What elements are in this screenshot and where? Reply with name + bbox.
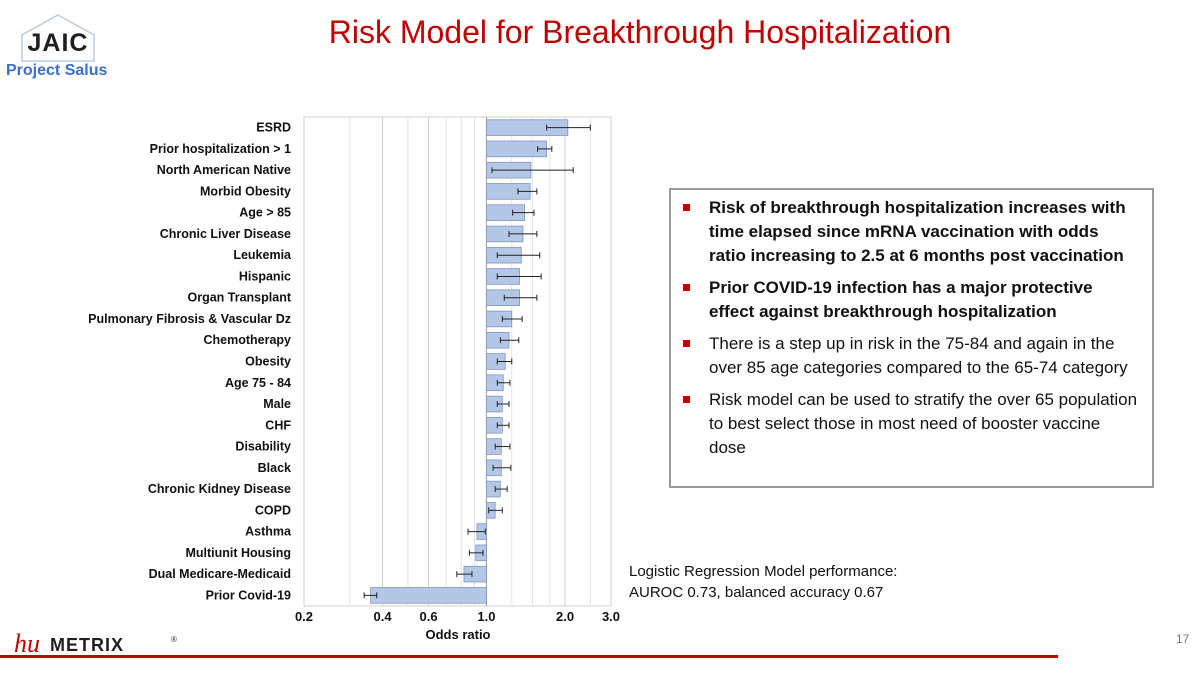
finding-item: Risk model can be used to stratify the o…	[681, 388, 1138, 460]
x-tick-label: 0.4	[374, 609, 393, 624]
category-label: Asthma	[245, 525, 292, 539]
model-performance-note: Logistic Regression Model performance: A…	[629, 561, 897, 603]
jaic-logo-text: JAIC	[28, 29, 89, 57]
x-tick-label: 0.6	[420, 609, 438, 624]
category-label: Disability	[235, 440, 291, 454]
project-label: Project Salus	[6, 62, 108, 79]
category-label: Morbid Obesity	[200, 184, 291, 198]
category-label: Dual Medicare-Medicaid	[149, 567, 291, 581]
error-bars	[363, 124, 591, 599]
finding-text: There is a step up in risk in the 75-84 …	[709, 334, 1128, 377]
slide-title: Risk Model for Breakthrough Hospitalizat…	[328, 14, 952, 50]
x-axis-label: Odds ratio	[425, 627, 490, 642]
performance-line-2: AUROC 0.73, balanced accuracy 0.67	[629, 584, 884, 601]
plot-area	[303, 116, 612, 607]
category-label: Age > 85	[239, 206, 291, 220]
x-tick-label: 3.0	[602, 609, 620, 624]
category-label: ESRD	[256, 121, 291, 135]
category-label: Black	[258, 461, 291, 475]
finding-text: Risk model can be used to stratify the o…	[709, 390, 1138, 457]
category-label: Prior Covid-19	[206, 588, 291, 602]
category-label: COPD	[255, 503, 291, 517]
bullet-square-icon	[683, 284, 690, 291]
category-label: CHF	[265, 418, 291, 432]
footer-rule	[0, 655, 1058, 658]
category-label: Multiunit Housing	[185, 546, 291, 560]
page-number: 17	[1176, 632, 1190, 646]
category-label: Chronic Kidney Disease	[148, 482, 291, 496]
humetrix-logo-hu: hu	[14, 632, 40, 658]
bullet-square-icon	[683, 396, 690, 403]
finding-item: Risk of breakthrough hospitalization inc…	[681, 196, 1138, 268]
performance-line-1: Logistic Regression Model performance:	[629, 563, 898, 580]
category-label: Chemotherapy	[203, 333, 291, 347]
category-label: Hispanic	[239, 269, 291, 283]
humetrix-logo-metrix: METRIX	[50, 635, 124, 655]
finding-text: Risk of breakthrough hospitalization inc…	[709, 198, 1126, 265]
findings-list: Risk of breakthrough hospitalization inc…	[671, 190, 1152, 460]
category-label: Age 75 - 84	[225, 376, 291, 390]
category-label: Obesity	[245, 355, 291, 369]
category-label: Organ Transplant	[188, 291, 292, 305]
finding-text: Prior COVID-19 infection has a major pro…	[709, 278, 1093, 321]
jaic-logo: JAIC	[21, 14, 95, 62]
x-tick-label: 0.2	[295, 609, 313, 624]
bars	[370, 119, 569, 604]
odds-ratio-chart: ESRD Prior hospitalization > 1 North Ameri…	[88, 116, 620, 642]
humetrix-logo: hu METRIX ®	[14, 632, 177, 658]
category-label: Male	[263, 397, 291, 411]
x-tick-labels: 0.2 0.4 0.6 1.0 2.0 3.0	[295, 609, 620, 624]
finding-item: Prior COVID-19 infection has a major pro…	[681, 276, 1138, 324]
category-label: North American Native	[157, 163, 291, 177]
bar	[370, 587, 487, 604]
x-tick-label: 2.0	[556, 609, 574, 624]
category-label: Chronic Liver Disease	[160, 227, 291, 241]
bullet-square-icon	[683, 340, 690, 347]
category-label: Prior hospitalization > 1	[150, 142, 291, 156]
findings-box: Risk of breakthrough hospitalization inc…	[669, 188, 1154, 488]
category-label: Pulmonary Fibrosis & Vascular Dz	[88, 312, 291, 326]
finding-item: There is a step up in risk in the 75-84 …	[681, 332, 1138, 380]
bullet-square-icon	[683, 204, 690, 211]
humetrix-logo-registered: ®	[171, 635, 177, 644]
x-tick-label: 1.0	[477, 609, 495, 624]
category-labels: ESRD Prior hospitalization > 1 North Ameri…	[88, 121, 292, 603]
category-label: Leukemia	[233, 248, 292, 262]
